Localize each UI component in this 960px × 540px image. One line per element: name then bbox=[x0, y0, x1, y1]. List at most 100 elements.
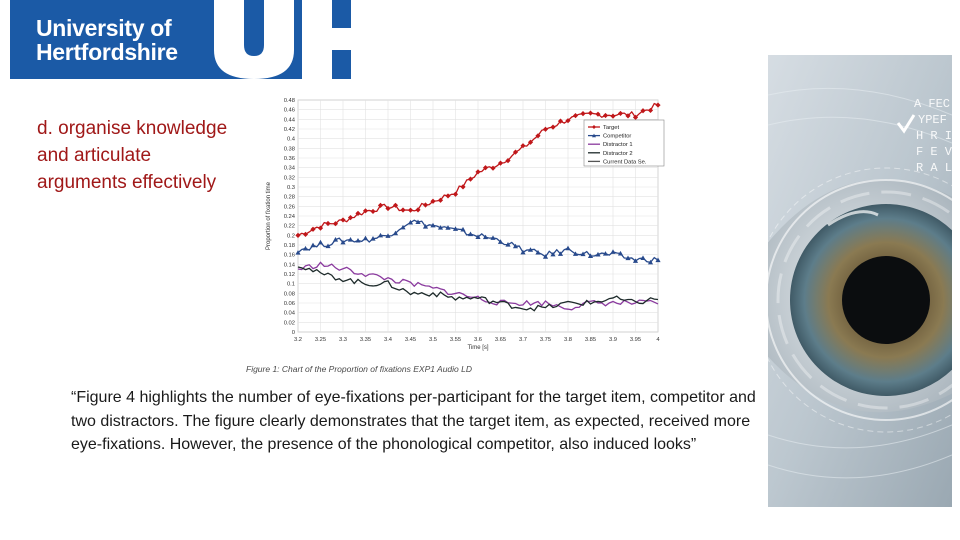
subtitle-line-2: and articulate bbox=[37, 145, 152, 166]
point-competitor bbox=[422, 223, 429, 229]
point-target bbox=[602, 112, 609, 119]
x-tick-label: 3.6 bbox=[474, 337, 482, 343]
point-competitor bbox=[647, 259, 654, 265]
eye-photo: A FEC YPEF H R I L F E V U R A L E bbox=[768, 55, 952, 507]
point-competitor bbox=[430, 222, 436, 228]
series-line-distractor-2 bbox=[297, 266, 659, 312]
x-tick-label: 3.9 bbox=[609, 337, 617, 343]
point-target bbox=[475, 169, 481, 175]
point-competitor bbox=[512, 243, 519, 249]
legend-label-distractor-1: Distractor 1 bbox=[603, 142, 633, 148]
legend-label-target: Target bbox=[603, 125, 620, 131]
y-tick-label: 0.32 bbox=[284, 175, 295, 181]
y-tick-label: 0.44 bbox=[284, 117, 296, 123]
point-target bbox=[445, 193, 451, 199]
point-target bbox=[647, 107, 654, 114]
point-competitor bbox=[452, 226, 459, 231]
logo-line-1: University of bbox=[36, 15, 172, 41]
point-competitor bbox=[520, 249, 526, 255]
y-tick-label: 0.1 bbox=[287, 282, 295, 288]
point-competitor bbox=[460, 226, 466, 232]
point-target bbox=[302, 231, 309, 237]
point-competitor bbox=[595, 251, 601, 257]
eye-overlay-text-2: YPEF bbox=[918, 113, 947, 127]
learning-outcome-text: d. organise knowledge and articulate arg… bbox=[37, 115, 267, 196]
point-target bbox=[370, 208, 376, 215]
y-tick-label: 0.26 bbox=[284, 204, 295, 210]
y-tick-label: 0.16 bbox=[284, 253, 295, 259]
point-target bbox=[512, 149, 519, 155]
subtitle-line-1: d. organise knowledge bbox=[37, 118, 228, 139]
point-competitor bbox=[302, 245, 309, 251]
point-target bbox=[385, 205, 391, 212]
point-target bbox=[332, 221, 339, 227]
y-tick-label: 0.08 bbox=[284, 291, 295, 297]
x-tick-label: 3.25 bbox=[315, 337, 326, 343]
y-axis-label: Proportion of fixation time bbox=[266, 181, 272, 250]
point-competitor bbox=[610, 249, 616, 254]
y-tick-label: 0.48 bbox=[284, 98, 295, 104]
point-competitor bbox=[490, 235, 496, 240]
point-target bbox=[377, 202, 384, 208]
point-competitor bbox=[580, 251, 586, 257]
x-tick-label: 3.35 bbox=[360, 337, 371, 343]
y-tick-label: 0.22 bbox=[284, 224, 295, 230]
checkmark-icon bbox=[896, 114, 916, 134]
point-competitor bbox=[325, 243, 331, 249]
point-target bbox=[467, 176, 474, 182]
y-tick-label: 0.24 bbox=[284, 214, 296, 220]
series-line-distractor-1 bbox=[297, 261, 659, 311]
point-competitor bbox=[400, 224, 406, 230]
point-competitor bbox=[377, 232, 384, 238]
point-target bbox=[482, 165, 489, 171]
x-tick-label: 3.7 bbox=[519, 337, 527, 343]
point-competitor bbox=[355, 237, 361, 243]
y-tick-label: 0.42 bbox=[284, 127, 295, 133]
y-tick-label: 0.06 bbox=[284, 301, 295, 307]
point-competitor bbox=[407, 219, 414, 225]
x-axis-label: Time [s] bbox=[467, 345, 488, 351]
point-competitor bbox=[587, 253, 594, 258]
point-competitor bbox=[632, 258, 639, 263]
point-target bbox=[437, 197, 444, 203]
point-target bbox=[610, 113, 616, 119]
point-target bbox=[295, 232, 301, 238]
point-target bbox=[347, 215, 354, 221]
point-competitor bbox=[535, 249, 541, 255]
point-target bbox=[542, 126, 549, 132]
point-target bbox=[392, 202, 399, 208]
point-target bbox=[587, 110, 594, 116]
point-competitor bbox=[482, 234, 489, 240]
point-target bbox=[640, 108, 646, 114]
y-tick-label: 0.14 bbox=[284, 262, 296, 268]
point-competitor bbox=[310, 242, 316, 248]
point-competitor bbox=[385, 233, 391, 238]
point-competitor bbox=[572, 251, 579, 256]
x-tick-label: 3.55 bbox=[450, 337, 461, 343]
chart-svg: 0 0.02 0.04 0.06 0.08 0.1 0.12 0.14 0.16 0.18 0.2 0… bbox=[266, 98, 665, 351]
point-competitor bbox=[467, 231, 474, 237]
eye-overlay-text-1: A FEC bbox=[914, 97, 950, 111]
y-tick-label: 0.02 bbox=[284, 320, 295, 326]
fixation-chart: 0 0.02 0.04 0.06 0.08 0.1 0.12 0.14 0.16 0.18 0.2 0… bbox=[262, 96, 672, 352]
x-tick-label: 3.85 bbox=[585, 337, 596, 343]
legend-marker bbox=[592, 133, 596, 138]
logo-line-2: Hertfordshire bbox=[36, 39, 178, 65]
point-target bbox=[407, 207, 414, 213]
point-target bbox=[565, 118, 571, 124]
point-target bbox=[550, 124, 556, 130]
point-target bbox=[400, 207, 406, 213]
point-competitor bbox=[542, 254, 549, 259]
point-target bbox=[317, 225, 324, 231]
y-tick-label: 0.38 bbox=[284, 146, 295, 152]
point-target bbox=[452, 191, 459, 197]
university-logo[interactable]: University of Hertfordshire bbox=[10, 0, 351, 79]
point-competitor bbox=[437, 225, 444, 230]
point-target bbox=[535, 133, 541, 139]
point-competitor bbox=[617, 250, 624, 256]
x-tick-label: 3.2 bbox=[294, 337, 302, 343]
point-target bbox=[655, 102, 661, 108]
x-tick-label: 3.8 bbox=[564, 337, 572, 343]
y-tick-label: 0.34 bbox=[284, 166, 296, 172]
x-tick-label: 3.65 bbox=[495, 337, 506, 343]
